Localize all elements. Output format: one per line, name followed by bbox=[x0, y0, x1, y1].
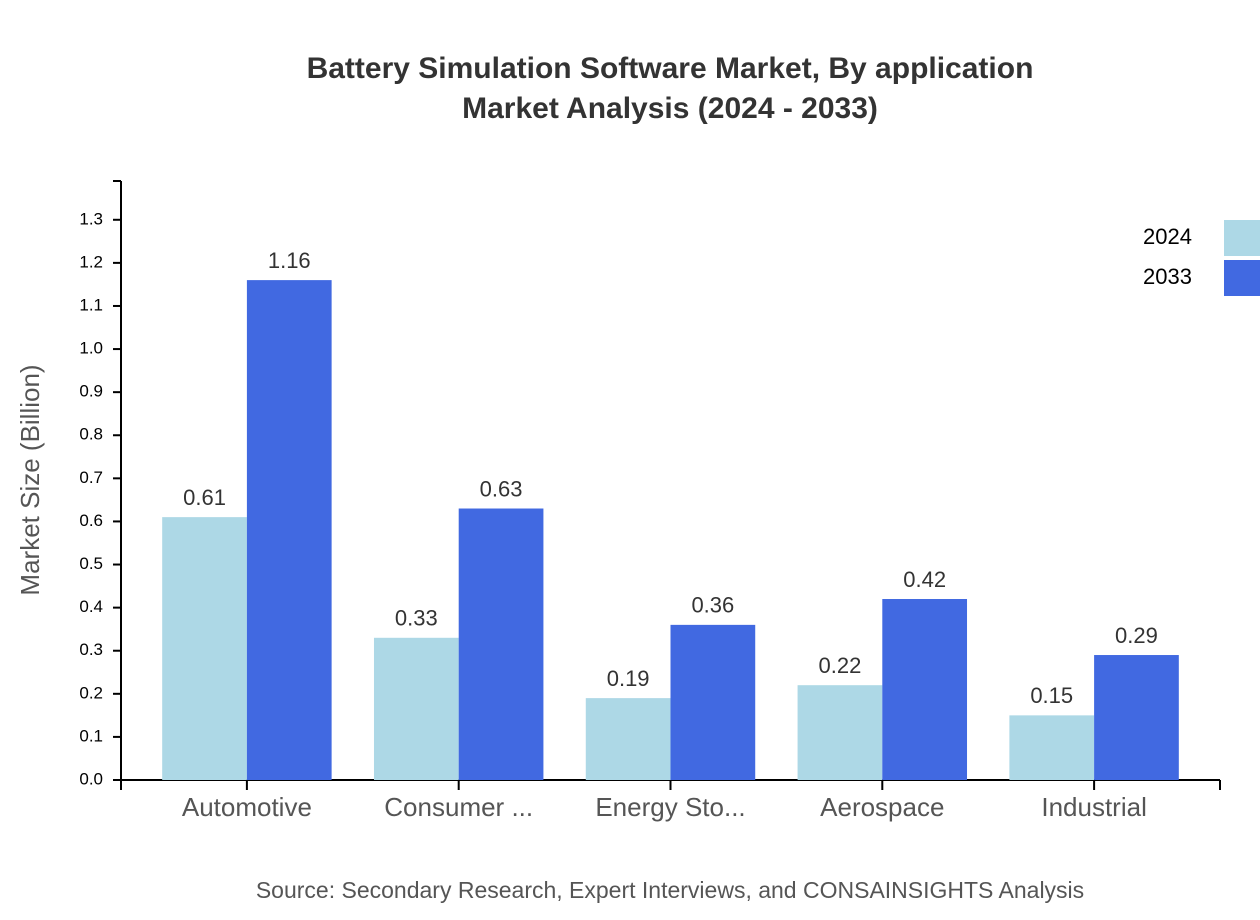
y-axis-label: Market Size (Billion) bbox=[15, 364, 45, 595]
value-label: 0.15 bbox=[1030, 683, 1073, 708]
y-tick-label: 0.2 bbox=[79, 683, 103, 702]
y-tick-label: 0.9 bbox=[79, 382, 103, 401]
value-label: 0.29 bbox=[1115, 623, 1158, 648]
legend-label: 2024 bbox=[1143, 224, 1192, 249]
x-tick-label: Automotive bbox=[182, 792, 312, 822]
bar bbox=[585, 698, 671, 780]
y-tick-label: 0.8 bbox=[79, 425, 103, 444]
bar bbox=[1094, 655, 1179, 780]
x-tick-label: Industrial bbox=[1041, 792, 1147, 822]
y-tick-label: 1.2 bbox=[79, 252, 103, 271]
value-label: 0.19 bbox=[607, 666, 650, 691]
bar bbox=[882, 599, 968, 780]
bar bbox=[162, 517, 247, 780]
y-tick-label: 1.1 bbox=[79, 295, 103, 314]
y-tick-label: 0.4 bbox=[79, 597, 103, 616]
value-label: 0.36 bbox=[691, 593, 734, 618]
y-tick-label: 0.0 bbox=[79, 769, 103, 788]
value-label: 0.42 bbox=[903, 567, 946, 592]
bar bbox=[246, 280, 332, 780]
value-label: 1.16 bbox=[268, 248, 311, 273]
x-tick-label: Consumer ... bbox=[384, 792, 533, 822]
bar bbox=[797, 685, 883, 780]
bar bbox=[458, 508, 544, 780]
bar bbox=[1009, 715, 1095, 780]
y-tick-label: 1.3 bbox=[79, 209, 103, 228]
bar bbox=[373, 637, 459, 780]
legend-swatch bbox=[1224, 260, 1260, 296]
value-label: 0.33 bbox=[395, 606, 438, 631]
value-label: 0.61 bbox=[183, 485, 226, 510]
y-tick-label: 1.0 bbox=[79, 339, 103, 358]
chart-title: Battery Simulation Software Market, By a… bbox=[307, 52, 1034, 85]
y-tick-label: 0.6 bbox=[79, 511, 103, 530]
bar bbox=[670, 624, 756, 780]
value-label: 0.63 bbox=[480, 476, 523, 501]
y-tick-label: 0.7 bbox=[79, 468, 103, 487]
y-tick-label: 0.3 bbox=[79, 640, 103, 659]
x-tick-label: Aerospace bbox=[820, 792, 944, 822]
value-label: 0.22 bbox=[819, 653, 862, 678]
chart-subtitle: Market Analysis (2024 - 2033) bbox=[462, 92, 878, 125]
legend-swatch bbox=[1224, 220, 1260, 256]
y-tick-label: 0.1 bbox=[79, 726, 103, 745]
source-note: Source: Secondary Research, Expert Inter… bbox=[256, 877, 1084, 903]
y-tick-label: 0.5 bbox=[79, 554, 103, 573]
x-tick-label: Energy Sto... bbox=[595, 792, 745, 822]
legend-label: 2033 bbox=[1143, 264, 1192, 289]
